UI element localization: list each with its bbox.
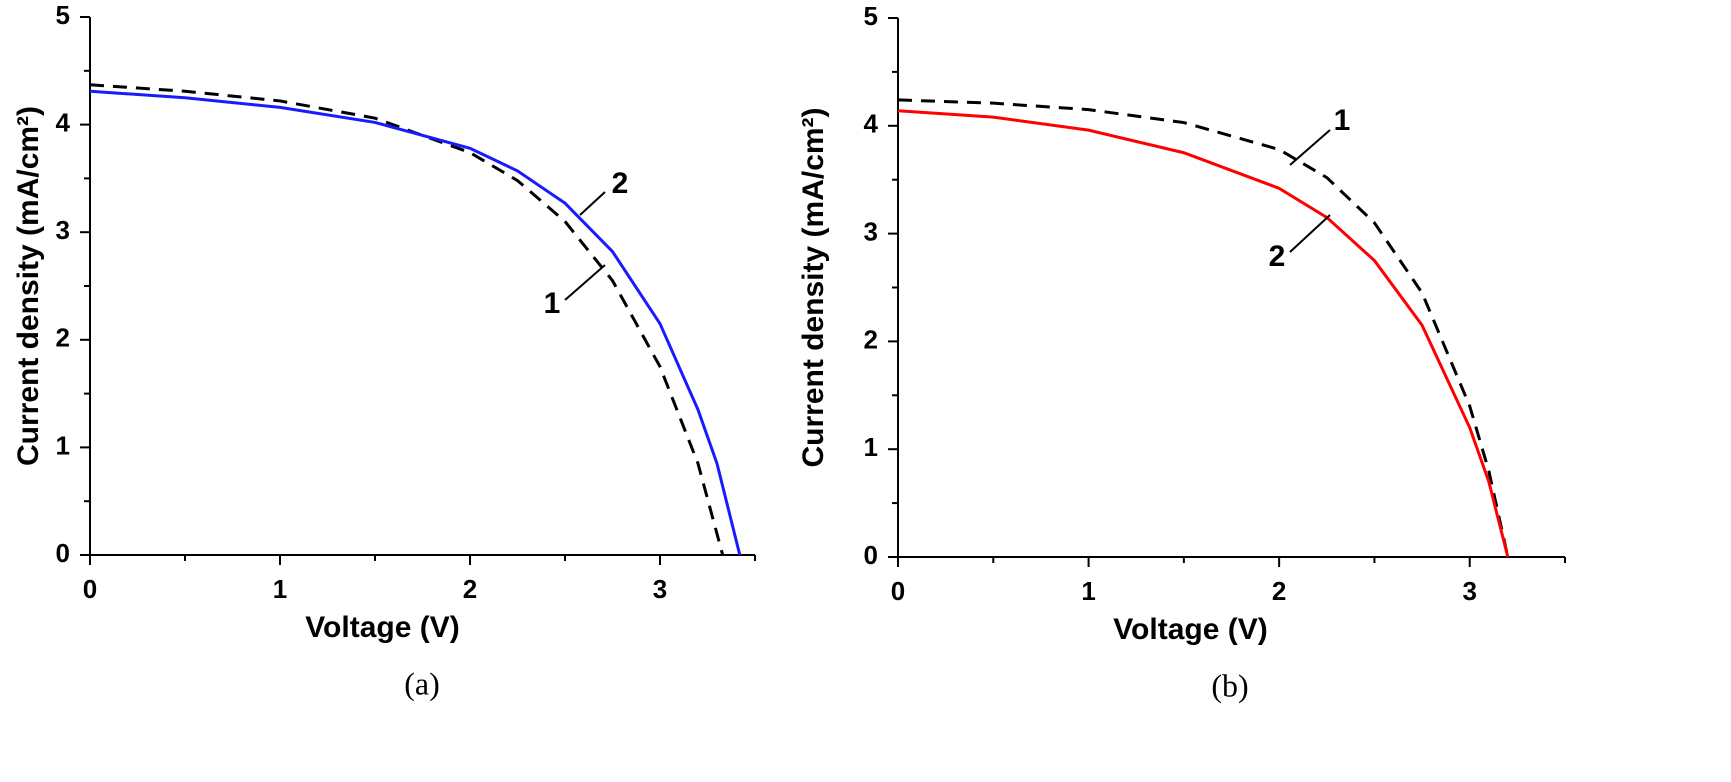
y-tick-label: 4 [864,109,879,139]
curve [897,98,1510,558]
x-axis-title: Voltage (V) [305,611,459,644]
y-tick-label: 5 [56,0,70,30]
leader-line [1289,129,1331,166]
caption: (a) [404,665,440,701]
x-tick-label: 0 [891,576,905,606]
x-axis-title: Voltage (V) [1113,613,1267,646]
y-tick-label: 0 [864,540,878,570]
y-tick-label: 3 [864,216,878,246]
x-tick-label: 3 [653,574,667,604]
x-tick-label: 1 [273,574,287,604]
y-tick-label: 5 [864,1,878,31]
x-tick-label: 0 [83,574,97,604]
curve [897,109,1510,558]
x-tick-label: 2 [1272,576,1286,606]
curve-label: 1 [544,287,561,320]
y-tick-label: 1 [56,430,70,460]
caption: (b) [1211,667,1248,703]
curve-label: 2 [1269,240,1286,273]
leader-line [564,264,606,301]
x-tick-label: 1 [1081,576,1095,606]
x-tick-label: 3 [1462,576,1476,606]
curve-label: 1 [1334,104,1351,137]
y-tick-label: 3 [56,215,70,245]
y-tick-label: 0 [56,538,70,568]
curve [89,89,742,556]
leader-line [1289,214,1331,253]
y-tick-label: 4 [56,107,71,137]
y-tick-label: 2 [56,323,70,353]
y-axis-title: Current density (mA/cm²) [797,107,830,467]
y-tick-label: 2 [864,324,878,354]
y-axis-title: Current density (mA/cm²) [12,106,45,466]
curve [89,83,725,556]
x-tick-label: 2 [463,574,477,604]
curve-label: 2 [612,167,629,200]
y-tick-label: 1 [864,432,878,462]
leader-line [579,191,606,216]
